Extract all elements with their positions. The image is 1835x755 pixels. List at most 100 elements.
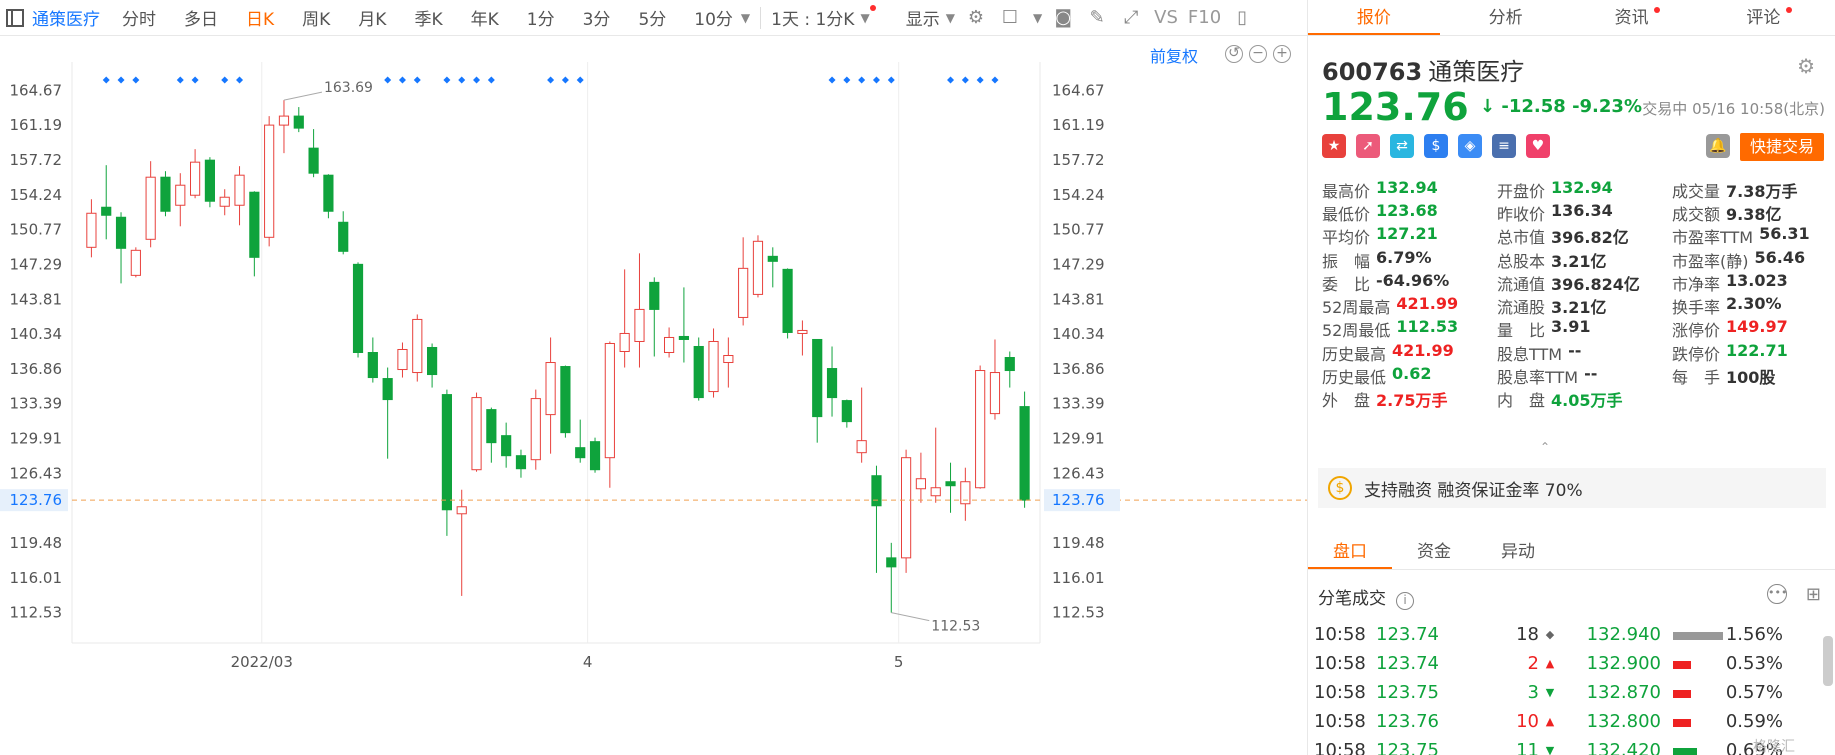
tab-analysis[interactable]: 分析 bbox=[1488, 8, 1523, 28]
event-marker-icon bbox=[221, 76, 229, 84]
sidebar-toggle-icon[interactable] bbox=[6, 8, 24, 27]
drawing-box-icon[interactable]: ☐ bbox=[1001, 6, 1018, 28]
candle-body bbox=[589, 441, 601, 471]
info-icon[interactable]: i bbox=[1396, 592, 1414, 610]
stat-value: 2.30% bbox=[1726, 294, 1782, 314]
chevron-down-icon[interactable]: ▼ bbox=[860, 10, 870, 25]
badge-icons: ★ ➚ ⇄ $ ◈ ≡ ♥ bbox=[1322, 134, 1550, 158]
event-marker-icon bbox=[191, 76, 199, 84]
chevron-down-icon[interactable]: ▼ bbox=[1032, 10, 1043, 25]
event-marker-icon bbox=[487, 76, 495, 84]
candle-body bbox=[293, 115, 304, 129]
tick-direction-icon: ▼ bbox=[1545, 686, 1555, 699]
period-1min[interactable]: 1分 bbox=[526, 10, 555, 30]
tick-time: 10:58 bbox=[1314, 740, 1366, 755]
quick-trade-button[interactable]: 快捷交易 bbox=[1740, 133, 1824, 161]
stats-row: 最低价 123.68 昨收价 136.34 成交额 9.38亿 bbox=[1322, 201, 1832, 224]
tab-fund-flow[interactable]: 资金 bbox=[1417, 542, 1451, 562]
tick-bar bbox=[1661, 682, 1723, 703]
scrollbar[interactable] bbox=[1823, 636, 1833, 686]
candle-body bbox=[678, 335, 689, 340]
kline-svg[interactable]: 2022/03 4 5 164.67 164.67 161.19 161.19 157.72 1… bbox=[0, 37, 1307, 755]
period-monthly-k[interactable]: 月K bbox=[358, 10, 387, 30]
fullscreen-icon[interactable]: ⤢ bbox=[1123, 6, 1139, 28]
panel-toggle-icon[interactable]: ▯ bbox=[1237, 6, 1248, 28]
period-5min[interactable]: 5分 bbox=[638, 10, 667, 30]
low-annotation-line bbox=[891, 612, 930, 622]
period-multiday[interactable]: 多日 bbox=[184, 10, 218, 30]
tick-row: 10:58 123.76 10 ▲ 132.800 0.59% bbox=[1314, 707, 1814, 736]
tick-time: 10:58 bbox=[1314, 711, 1366, 732]
period-3min[interactable]: 3分 bbox=[582, 10, 611, 30]
tab-quote[interactable]: 报价 bbox=[1308, 0, 1440, 35]
event-marker-icon bbox=[843, 76, 851, 84]
tick-direction-icon: ◆ bbox=[1545, 628, 1555, 641]
y-tick-label-left: 150.77 bbox=[10, 221, 63, 239]
candle-body bbox=[812, 338, 823, 418]
change-percent: -9.23% bbox=[1572, 96, 1642, 117]
chevron-up-icon[interactable]: ⌃ bbox=[1540, 440, 1551, 454]
stat-label: 量 比 bbox=[1497, 321, 1546, 341]
tab-anomaly[interactable]: 异动 bbox=[1501, 542, 1535, 562]
document-icon[interactable]: ≡ bbox=[1492, 134, 1516, 158]
run-icon[interactable]: ➚ bbox=[1356, 134, 1380, 158]
kline-chart[interactable]: 2022/03 4 5 164.67 164.67 161.19 161.19 157.72 1… bbox=[0, 37, 1307, 755]
display-menu[interactable]: 显示 bbox=[905, 10, 940, 30]
stat-cell: 市净率 13.023 bbox=[1672, 271, 1832, 295]
grid-icon[interactable]: ⊞ bbox=[1805, 584, 1821, 605]
dollar-icon[interactable]: $ bbox=[1424, 134, 1448, 158]
tab-comments[interactable]: 评论 bbox=[1703, 0, 1835, 35]
tick-cumulative: 132.900 bbox=[1586, 653, 1661, 674]
vs-compare-button[interactable]: VS bbox=[1154, 7, 1178, 28]
tab-order-book[interactable]: 盘口 bbox=[1308, 534, 1392, 569]
candle-body bbox=[219, 196, 230, 207]
y-tick-label-right: 161.19 bbox=[1052, 116, 1105, 134]
tick-time: 10:58 bbox=[1314, 682, 1366, 703]
period-minute[interactable]: 分时 bbox=[122, 10, 156, 30]
chevron-down-icon[interactable]: ▼ bbox=[740, 10, 751, 25]
tag-icon[interactable]: ◈ bbox=[1458, 134, 1482, 158]
candle-body bbox=[352, 263, 364, 354]
zoom-in-icon[interactable]: + bbox=[1273, 45, 1291, 63]
stat-label: 52周最低 bbox=[1322, 321, 1391, 341]
tick-row: 10:58 123.75 3 ▼ 132.870 0.57% bbox=[1314, 678, 1814, 707]
y-tick-label-right: 164.67 bbox=[1052, 81, 1105, 99]
bell-icon[interactable]: 🔔 bbox=[1706, 134, 1730, 158]
tick-percent: 0.59% bbox=[1725, 711, 1783, 732]
stock-name-link[interactable]: 通策医疗 bbox=[32, 10, 100, 30]
tick-direction-icon: ▲ bbox=[1545, 715, 1555, 728]
shuffle-icon[interactable]: ⇄ bbox=[1390, 134, 1414, 158]
period-yearly-k[interactable]: 年K bbox=[470, 10, 499, 30]
period-daily-k[interactable]: 日K bbox=[246, 10, 275, 30]
reset-icon[interactable]: ↺ bbox=[1225, 45, 1243, 63]
pencil-icon[interactable]: ✎ bbox=[1089, 6, 1105, 28]
tick-bar-fill bbox=[1673, 748, 1697, 755]
stat-cell: 总股本 3.21亿 bbox=[1497, 248, 1672, 272]
period-quarterly-k[interactable]: 季K bbox=[414, 10, 443, 30]
period-10min[interactable]: 10分 bbox=[694, 10, 733, 30]
event-marker-icon bbox=[858, 76, 866, 84]
y-tick-label-right: 129.91 bbox=[1052, 430, 1105, 448]
stat-value: 123.68 bbox=[1376, 200, 1438, 220]
stat-cell: 最高价 132.94 bbox=[1322, 178, 1497, 202]
china-flag-icon[interactable]: ★ bbox=[1322, 134, 1346, 158]
period-weekly-k[interactable]: 周K bbox=[302, 10, 331, 30]
settings-gear-icon[interactable]: ⚙ bbox=[967, 6, 984, 28]
stat-label: 股息TTM bbox=[1497, 344, 1563, 364]
heart-icon[interactable]: ♥ bbox=[1526, 134, 1550, 158]
interval-select[interactable]: 1天 : 1分K bbox=[771, 10, 855, 30]
more-icon[interactable]: ••• bbox=[1767, 584, 1787, 604]
stat-cell: 52周最低 112.53 bbox=[1322, 317, 1497, 341]
adjust-mode-button[interactable]: 前复权 bbox=[1150, 47, 1199, 66]
zoom-out-icon[interactable]: − bbox=[1249, 45, 1267, 63]
stat-value: 3.91 bbox=[1551, 317, 1591, 337]
gear-icon[interactable]: ⚙ bbox=[1797, 54, 1815, 78]
stat-cell: 外 盘 2.75万手 bbox=[1322, 387, 1497, 411]
camera-icon[interactable]: ◙ bbox=[1054, 6, 1072, 28]
candle-body bbox=[930, 487, 941, 497]
chevron-down-icon[interactable]: ▼ bbox=[945, 10, 955, 25]
f10-button[interactable]: F10 bbox=[1187, 7, 1222, 28]
stats-row: 52周最低 112.53 量 比 3.91 涨停价 149.97 bbox=[1322, 317, 1832, 341]
tab-news[interactable]: 资讯 bbox=[1572, 0, 1704, 35]
y-tick-label-left: 119.48 bbox=[10, 534, 63, 552]
